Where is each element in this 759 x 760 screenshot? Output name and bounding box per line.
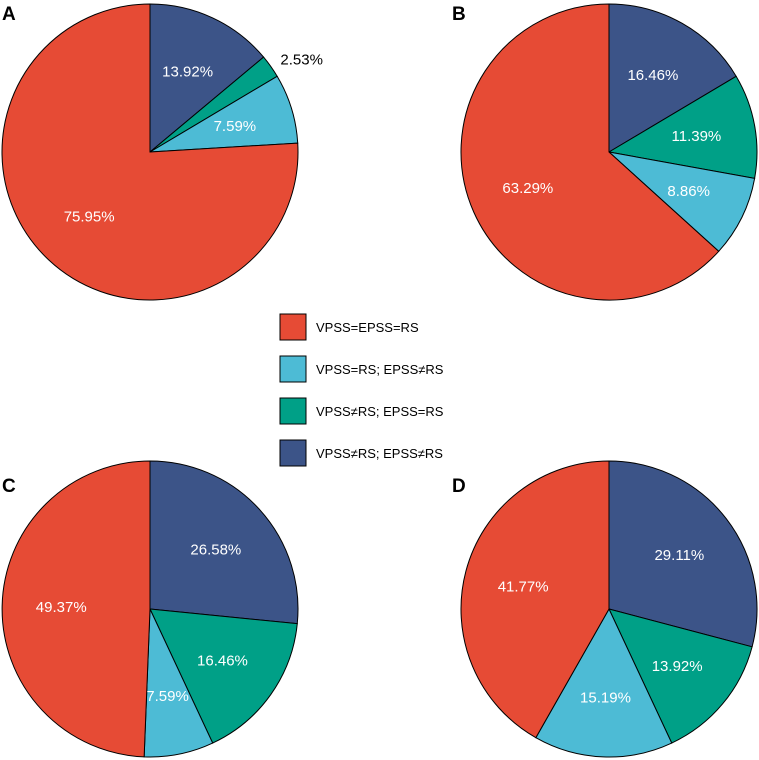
panel-letter-d: D <box>452 476 466 497</box>
pie-slice-vpss-ne-rs-epss-ne-rs <box>608 3 737 153</box>
slice-label: 16.46% <box>197 652 248 669</box>
slice-label: 63.29% <box>502 180 553 197</box>
slice-label: 16.46% <box>627 67 678 84</box>
pie-slice-vpss-eq-epss-eq-rs <box>460 3 720 301</box>
slice-label: 13.92% <box>652 658 703 675</box>
legend-label: VPSS=EPSS=RS <box>316 320 419 335</box>
legend-item: VPSS≠RS; EPSS≠RS <box>279 439 443 467</box>
pie-slice-vpss-eq-rs-epss-ne-rs <box>535 607 673 758</box>
pie-slice-vpss-ne-rs-epss-eq-rs <box>608 608 753 744</box>
pie-slice-vpss-ne-rs-epss-ne-rs <box>608 460 758 648</box>
slice-label: 2.53% <box>280 52 323 69</box>
pie-slice-vpss-ne-rs-epss-eq-rs <box>607 75 758 179</box>
slice-label: 75.95% <box>64 209 115 226</box>
pie-slice-vpss-eq-epss-eq-rs <box>1 3 299 301</box>
legend-item: VPSS=RS; EPSS≠RS <box>279 355 444 383</box>
slice-label: 29.11% <box>654 547 704 564</box>
pie-d: 29.11% 13.92% 15.19% 41.77% <box>460 460 758 758</box>
pie-slice-vpss-ne-rs-epss-ne-rs <box>149 460 299 625</box>
legend-item: VPSS≠RS; EPSS=RS <box>279 397 444 425</box>
legend: VPSS=EPSS=RS VPSS=RS; EPSS≠RS VPSS≠RS; E… <box>279 313 444 467</box>
slice-label: 13.92% <box>162 64 213 81</box>
legend-item: VPSS=EPSS=RS <box>279 313 419 341</box>
slice-label: 49.37% <box>36 599 87 616</box>
slice-label: 7.59% <box>146 688 189 705</box>
legend-swatch <box>279 397 307 425</box>
slice-label: 26.58% <box>190 541 241 558</box>
slice-label: 11.39% <box>672 128 722 145</box>
pie-c: 26.58% 16.46% 7.59% 49.37% <box>1 460 299 758</box>
legend-label: VPSS≠RS; EPSS≠RS <box>316 446 443 461</box>
panel-letter-a: A <box>2 4 16 25</box>
pie-slice-vpss-eq-rs-epss-ne-rs <box>607 151 756 253</box>
slice-label: 41.77% <box>498 578 549 595</box>
slice-label: 15.19% <box>580 690 631 707</box>
pie-slice-vpss-ne-rs-epss-ne-rs <box>149 3 265 154</box>
legend-swatch <box>279 439 307 467</box>
slice-label: 7.59% <box>214 118 257 135</box>
panel-letter-b: B <box>452 4 466 25</box>
pie-b: 16.46% 11.39% 8.86% 63.29% <box>460 3 758 301</box>
pie-slice-vpss-eq-epss-eq-rs <box>1 460 151 758</box>
pie-slice-vpss-ne-rs-epss-eq-rs <box>149 608 298 744</box>
legend-label: VPSS≠RS; EPSS=RS <box>316 404 444 419</box>
panel-letter-c: C <box>2 476 16 497</box>
pie-a: 13.92% 2.53% 7.59% 75.95% <box>1 3 323 301</box>
pie-slice-vpss-eq-epss-eq-rs <box>460 460 610 739</box>
slice-label: 8.86% <box>667 183 710 200</box>
legend-label: VPSS=RS; EPSS≠RS <box>316 362 444 377</box>
legend-swatch <box>279 355 307 383</box>
legend-swatch <box>279 313 307 341</box>
